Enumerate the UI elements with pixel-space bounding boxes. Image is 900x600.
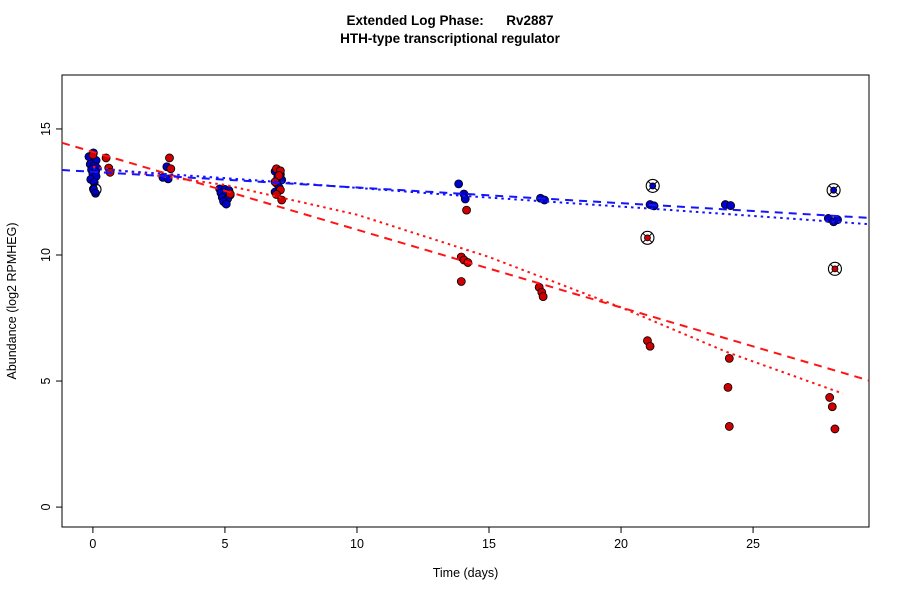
data-point-red xyxy=(165,153,174,163)
data-point-blue xyxy=(726,201,736,210)
y-tick-label: 15 xyxy=(39,122,53,136)
data-point-red xyxy=(462,205,471,215)
y-tick-label: 10 xyxy=(39,248,53,262)
data-point-blue xyxy=(540,195,549,205)
data-point-red xyxy=(274,171,284,180)
data-point-blue xyxy=(454,179,464,189)
data-point-red xyxy=(166,164,176,174)
outlier-point-red xyxy=(644,234,651,242)
fit-line-blue-dotted-fit xyxy=(92,167,870,226)
fit-line-red-dashed-fit xyxy=(61,141,870,382)
data-point-red xyxy=(456,277,466,286)
data-point-blue xyxy=(221,199,231,209)
data-point-red xyxy=(825,393,835,402)
fit-line-red-dotted-fit xyxy=(92,165,844,395)
y-tick-label: 0 xyxy=(39,504,53,511)
data-point-blue xyxy=(460,194,470,204)
plot-title-line2: HTH-type transcriptional regulator xyxy=(340,31,560,46)
outlier-point-red xyxy=(831,265,839,273)
data-point-blue xyxy=(91,188,100,198)
x-tick-label: 10 xyxy=(350,537,364,551)
x-tick-label: 25 xyxy=(746,537,760,551)
data-point-red xyxy=(538,292,548,301)
open-circle-marker xyxy=(89,183,102,196)
outlier-point-blue xyxy=(830,186,838,194)
x-axis-title: Time (days) xyxy=(432,566,499,580)
x-tick-label: 5 xyxy=(221,537,228,551)
plot-title-line1: Extended Log Phase: Rv2887 xyxy=(346,13,554,28)
x-tick-label: 20 xyxy=(614,537,628,551)
data-point-red xyxy=(723,382,733,392)
data-point-red xyxy=(830,424,840,434)
x-tick-label: 0 xyxy=(89,537,96,551)
data-point-red xyxy=(724,353,734,363)
y-tick-label: 5 xyxy=(39,378,53,385)
outlier-point-blue xyxy=(649,182,657,190)
plot-box xyxy=(61,74,870,528)
y-axis-title: Abundance (log2 RPMHEG) xyxy=(5,222,19,380)
data-point-red xyxy=(724,422,734,431)
data-point-red xyxy=(645,341,655,351)
fit-line-blue-dashed-fit xyxy=(61,169,870,219)
data-point-red xyxy=(827,402,837,412)
x-tick-label: 15 xyxy=(482,537,496,551)
